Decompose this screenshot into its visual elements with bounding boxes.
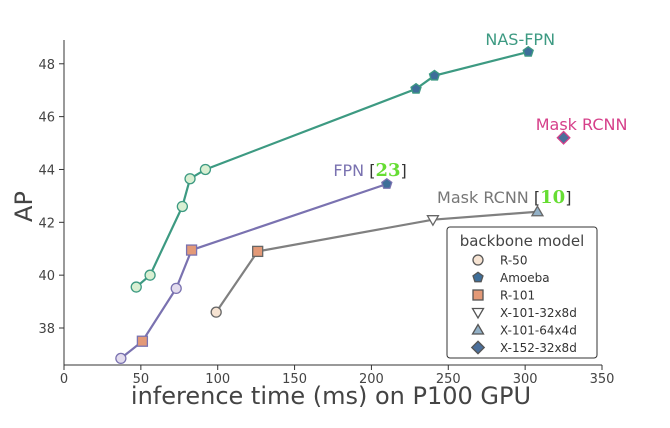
legend-marker-r-101 xyxy=(472,289,484,301)
series-markers xyxy=(115,45,571,365)
data-point-series-0-4 xyxy=(199,163,212,176)
series-label-mask-rcnn-ref-num: 10 xyxy=(540,187,565,208)
x-axis-title: inference time (ms) on P100 GPU xyxy=(131,382,531,410)
y-tick-label: 48 xyxy=(38,58,55,73)
legend: backbone model R-50 Amoeba R-101 X-101-32x8… xyxy=(446,226,598,359)
series-label-mask-rcnn-ref-close: ] xyxy=(565,188,571,207)
series-label-mask-rcnn-ref: Mask RCNN [10] xyxy=(437,187,571,208)
data-point-series-0-7 xyxy=(522,45,534,57)
data-point-series-2-1 xyxy=(252,245,264,258)
legend-label: X-101-32x8d xyxy=(500,306,577,320)
x-tick-label: 50 xyxy=(133,372,150,387)
y-axis-title: AP xyxy=(10,191,38,222)
data-point-series-0-0 xyxy=(130,281,142,293)
x-tick-label: 250 xyxy=(436,372,461,387)
y-tick-label: 46 xyxy=(38,111,55,126)
x-tick-label: 100 xyxy=(205,372,230,387)
legend-label: X-152-32x8d xyxy=(500,341,577,355)
x-tick-label: 0 xyxy=(60,372,68,387)
series-label-mask-rcnn-ref-name: Mask RCNN xyxy=(437,188,529,207)
series-line-1 xyxy=(120,182,388,360)
y-tick-label: 42 xyxy=(38,216,55,231)
legend-label: R-50 xyxy=(500,254,527,268)
series-label-fpn-ref: 23 xyxy=(375,160,400,181)
legend-label: R-101 xyxy=(500,289,535,303)
series-label-fpn-ref-close: ] xyxy=(401,161,407,180)
series-line-2 xyxy=(215,210,538,313)
data-point-series-2-0 xyxy=(210,306,222,318)
data-point-series-0-1 xyxy=(144,269,156,281)
legend-marker-amoeba xyxy=(472,271,484,283)
series-label-nas-fpn: NAS-FPN xyxy=(485,30,555,49)
x-tick-label: 200 xyxy=(359,372,384,387)
data-point-series-1-2 xyxy=(170,282,182,295)
x-tick-label: 350 xyxy=(590,372,615,387)
data-point-series-0-2 xyxy=(176,200,189,213)
data-point-series-1-0 xyxy=(115,352,127,365)
legend-marker-r-50 xyxy=(472,254,484,266)
legend-box xyxy=(446,226,598,359)
y-tick-label: 40 xyxy=(38,269,55,284)
x-tick-label: 300 xyxy=(513,372,538,387)
y-tick-label: 38 xyxy=(38,322,55,337)
series-label-mask-rcnn-ref-open: [ xyxy=(534,188,540,207)
legend-marker-x-101-32x8d xyxy=(471,307,485,320)
data-point-series-3-0 xyxy=(556,130,571,145)
legend-marker-x-152-32x8d xyxy=(470,340,486,355)
data-point-series-1-4 xyxy=(381,177,393,189)
legend-title: backbone model xyxy=(460,232,585,250)
data-point-series-0-6 xyxy=(428,69,441,81)
data-point-series-0-5 xyxy=(410,82,422,94)
axes: 0 50 100 150 200 250 300 350 38 40 42 44 46 48 inferen… xyxy=(10,40,614,410)
y-tick-label: 44 xyxy=(38,163,55,178)
legend-marker-x-101-64x4d xyxy=(471,323,485,335)
data-point-series-1-3 xyxy=(185,244,198,256)
data-point-series-2-2 xyxy=(426,215,440,227)
legend-label: X-101-64x4d xyxy=(500,324,577,338)
legend-label: Amoeba xyxy=(500,271,550,285)
data-point-series-0-3 xyxy=(184,173,196,185)
x-tick-label: 150 xyxy=(282,372,307,387)
series-label-fpn: FPN [23] xyxy=(333,160,406,181)
series-labels: NAS-FPN FPN [23] Mask RCNN [10] Mask RCN… xyxy=(333,30,627,208)
data-point-series-2-3 xyxy=(530,204,545,217)
series-label-mask-rcnn: Mask RCNN xyxy=(536,115,628,134)
series-label-fpn-name: FPN xyxy=(333,161,364,180)
series-label-fpn-ref-open: [ xyxy=(369,161,375,180)
data-point-series-1-1 xyxy=(136,335,149,347)
